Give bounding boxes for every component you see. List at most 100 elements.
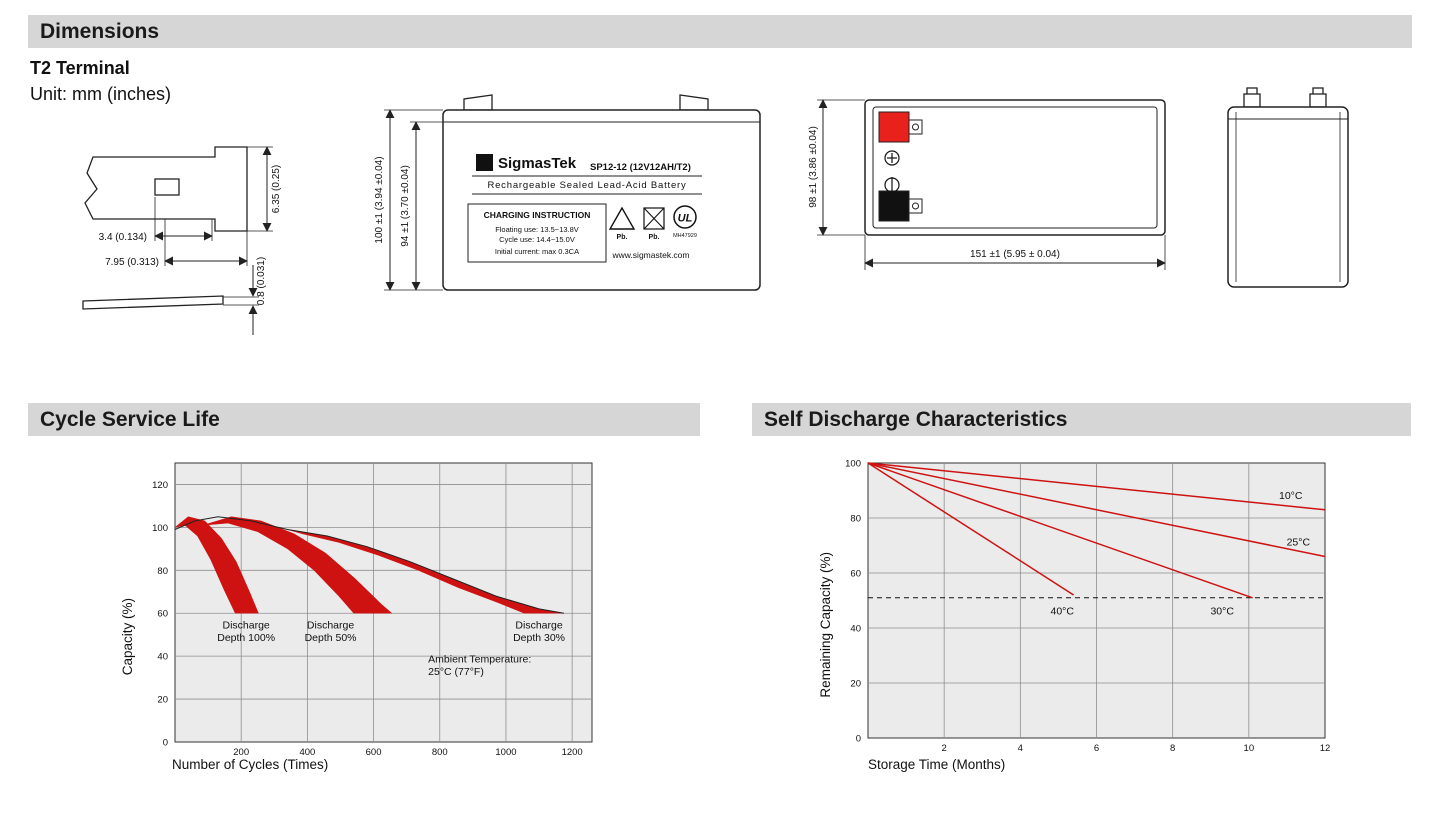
battery-top-view: 98 ±1 (3.86 ±0.04) 151 ±1 (5.95 ± 0.04) <box>808 99 1166 270</box>
x-tick-label: 600 <box>366 747 382 758</box>
chart-annotation: Discharge <box>515 619 562 631</box>
pb-bin-label: Pb. <box>649 234 660 241</box>
chart-annotation: 25°C (77°F) <box>428 666 484 678</box>
section-title-self-discharge: Self Discharge Characteristics <box>764 408 1068 431</box>
battery-side-view <box>1227 87 1349 288</box>
front-dim-height-case: 94 ±1 (3.70 ±0.04) <box>400 165 411 247</box>
battery-case <box>442 109 761 291</box>
section-header-dimensions: Dimensions <box>28 15 1412 48</box>
x-tick-label: 200 <box>233 747 249 758</box>
front-dim-height-total: 100 ±1 (3.94 ±0.04) <box>374 156 385 243</box>
model-number: SP12-12 (12V12AH/T2) <box>590 162 691 173</box>
y-tick-label: 80 <box>850 514 861 525</box>
charging-title: CHARGING INSTRUCTION <box>484 210 591 220</box>
battery-front-view: Σ SigmasTek SP12-12 (12V12AH/T2) Recharg… <box>374 94 761 291</box>
chart-annotation: 40°C <box>1050 605 1074 617</box>
series-line-40C <box>867 462 1075 596</box>
y-tick-label: 40 <box>850 624 861 635</box>
charging-instruction-box <box>467 203 607 263</box>
front-terminal-right <box>679 94 709 111</box>
unit-note: Unit: mm (inches) <box>30 84 172 104</box>
x-tick-label: 12 <box>1320 743 1331 754</box>
cycle-chart-x-axis-label: Number of Cycles (Times) <box>172 757 329 772</box>
y-tick-label: 60 <box>157 609 168 620</box>
top-view-outer-case <box>864 99 1166 236</box>
chart-annotation: Depth 100% <box>217 632 275 644</box>
top-dim-width: 98 ±1 (3.86 ±0.04) <box>808 126 819 208</box>
front-terminal-left <box>463 94 493 111</box>
x-tick-label: 6 <box>1094 743 1099 754</box>
series-line-30C <box>867 462 1253 599</box>
cycle-service-life-chart: 200 400 600 800 1000 1200 0 20 40 60 80 100 120 Disch… <box>152 462 593 758</box>
y-tick-label: 20 <box>850 679 861 690</box>
section-title-dimensions: Dimensions <box>40 20 160 43</box>
y-tick-label: 100 <box>152 523 168 534</box>
y-tick-label: 100 <box>845 459 861 470</box>
brand-name: SigmasTek <box>498 155 577 172</box>
terminal-body-shape <box>84 146 248 232</box>
x-tick-label: 400 <box>299 747 315 758</box>
discharge-chart-x-axis-label: Storage Time (Months) <box>868 757 1006 772</box>
x-tick-label: 1200 <box>562 747 583 758</box>
pb-recycle-icon: Pb. <box>608 206 636 241</box>
top-view-inner-case <box>872 106 1158 229</box>
discharge-band <box>174 516 259 614</box>
envelope-line <box>174 516 564 614</box>
series-line-25C <box>867 462 1326 558</box>
section-header-self-discharge: Self Discharge Characteristics <box>752 403 1411 436</box>
chart-annotation: Ambient Temperature: <box>428 654 531 666</box>
ul-mark-icon: UL MH47929 <box>673 205 697 239</box>
pb-crossed-bin-icon: Pb. <box>643 207 665 241</box>
chart-annotation: 30°C <box>1210 605 1234 617</box>
ul-code: MH47929 <box>673 233 697 239</box>
brand-logo-glyph: Σ <box>481 157 488 171</box>
terminal-dim-thickness: 0.8 (0.031) <box>256 257 267 305</box>
charging-line-1: Floating use: 13.5~13.8V <box>495 225 579 234</box>
section-title-cycle-life: Cycle Service Life <box>40 408 220 431</box>
top-dim-length: 151 ±1 (5.95 ± 0.04) <box>970 249 1060 260</box>
positive-terminal <box>878 111 923 143</box>
ul-label: UL <box>678 213 693 225</box>
y-tick-label: 0 <box>163 738 168 749</box>
chart-annotation: 25°C <box>1287 537 1311 549</box>
y-tick-label: 80 <box>157 566 168 577</box>
x-tick-label: 2 <box>942 743 947 754</box>
side-case <box>1227 106 1349 288</box>
cycle-chart-y-axis-label: Capacity (%) <box>120 598 135 676</box>
negative-terminal <box>878 190 923 222</box>
side-terminal-left <box>1243 87 1261 108</box>
terminal-detail-drawing: 6.35 (0.25) 3.4 (0.134) 7.95 (0.313) 0.8… <box>82 146 282 335</box>
x-tick-label: 1000 <box>495 747 516 758</box>
terminal-dim-length: 7.95 (0.313) <box>105 257 159 268</box>
x-tick-label: 8 <box>1170 743 1175 754</box>
chart-annotation: 10°C <box>1279 490 1303 502</box>
chart-annotation: Discharge <box>307 619 354 631</box>
y-tick-label: 40 <box>157 652 168 663</box>
discharge-chart-y-axis-label: Remaining Capacity (%) <box>818 552 833 698</box>
battery-type-line: Rechargeable Sealed Lead-Acid Battery <box>487 180 686 191</box>
website-text: www.sigmastek.com <box>612 250 690 260</box>
x-tick-label: 10 <box>1244 743 1255 754</box>
y-tick-label: 20 <box>157 695 168 706</box>
self-discharge-chart: 2 4 6 8 10 12 0 20 40 60 80 100 10°C 25°C 40°C 30°C <box>845 459 1331 755</box>
minus-symbol-icon <box>884 177 900 193</box>
y-tick-label: 0 <box>856 734 861 745</box>
y-tick-label: 120 <box>152 480 168 491</box>
section-header-cycle-life: Cycle Service Life <box>28 403 700 436</box>
chart-annotation: Depth 50% <box>305 632 357 644</box>
terminal-dim-height: 6.35 (0.25) <box>271 165 282 213</box>
charging-line-2: Cycle use: 14.4~15.0V <box>499 235 575 244</box>
brand-logo-icon <box>476 154 493 171</box>
terminal-type-label: T2 Terminal <box>30 58 130 78</box>
terminal-dim-offset: 3.4 (0.134) <box>99 232 147 243</box>
pb-recycle-label: Pb. <box>617 234 628 241</box>
discharge-band <box>203 516 393 614</box>
chart-annotation: Discharge <box>223 619 270 631</box>
series-line-10C <box>867 462 1326 511</box>
terminal-strip-shape <box>82 295 224 310</box>
x-tick-label: 4 <box>1018 743 1023 754</box>
side-terminal-right <box>1309 87 1327 108</box>
charging-line-3: Initial current: max 0.3CA <box>495 247 579 256</box>
chart-annotation: Depth 30% <box>513 632 565 644</box>
